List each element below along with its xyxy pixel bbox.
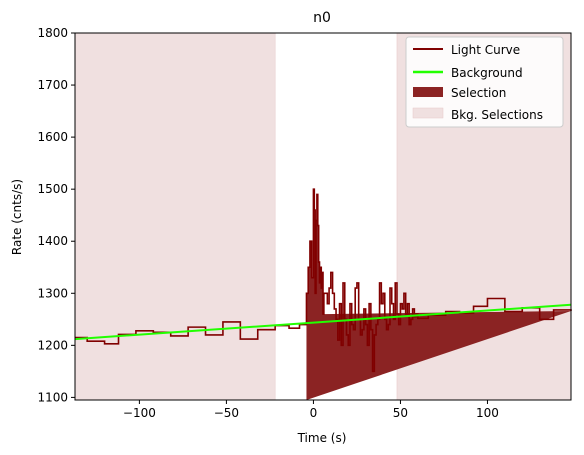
x-tick-label: 0 [310,406,318,420]
y-tick-label: 1800 [37,26,68,40]
legend-label-background: Background [451,66,523,80]
y-tick-label: 1700 [37,78,68,92]
axes: −100 −50 0 50 100 1100 1200 1300 1400 1500 1600 170… [37,26,572,420]
x-tick-label: 50 [393,406,408,420]
legend: Light Curve Background Selection Bkg. Se… [405,36,564,128]
y-tick-label: 1400 [37,234,68,248]
legend-swatch-selection [413,87,443,97]
y-axis-label: Rate (cnts/s) [10,179,24,255]
chart-title: n0 [313,10,331,26]
y-tick-label: 1500 [37,182,68,196]
legend-label-bkg-selections: Bkg. Selections [451,108,543,122]
y-tick-label: 1600 [37,130,68,144]
y-tick-label: 1200 [37,338,68,352]
y-tick-label: 1100 [37,390,68,404]
y-tick-label: 1300 [37,286,68,300]
x-tick-label: 100 [476,406,499,420]
axes-frame [74,32,572,401]
legend-swatch-bkg-selections [412,107,444,119]
x-tick-label: −100 [123,406,156,420]
x-tick-label: −50 [214,406,239,420]
legend-label-light-curve: Light Curve [451,43,520,57]
legend-frame [405,36,564,128]
legend-label-selection: Selection [451,86,506,100]
background-fit-line [74,303,572,341]
bkg-selection-region [74,32,276,401]
x-axis-label: Time (s) [297,431,347,445]
light-curve-line [75,188,572,373]
